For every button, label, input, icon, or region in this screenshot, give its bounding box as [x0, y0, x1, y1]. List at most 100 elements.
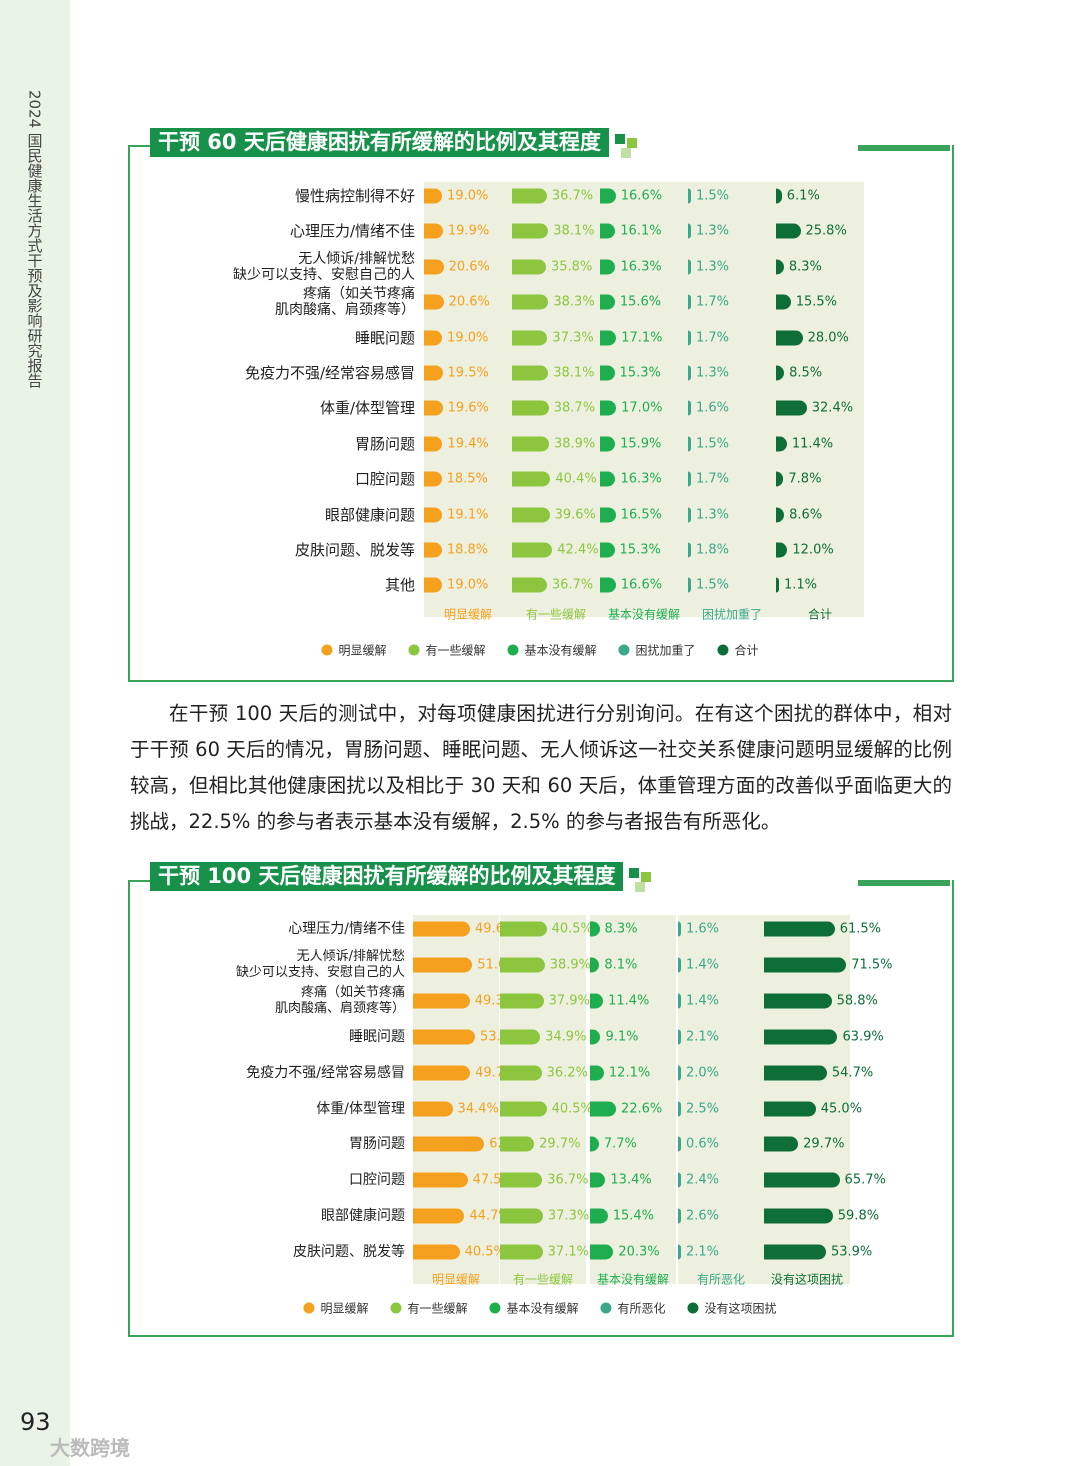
bar	[424, 507, 443, 523]
column-band	[678, 915, 764, 1285]
bar	[776, 188, 782, 204]
bar	[776, 223, 801, 239]
value-label: 19.5%	[447, 365, 489, 381]
bar	[678, 993, 681, 1009]
value-label: 71.5%	[851, 957, 893, 973]
value-label: 37.3%	[547, 1208, 590, 1224]
value-label: 37.9%	[548, 993, 590, 1009]
bar	[600, 436, 616, 452]
legend-item: 明显缓解	[321, 642, 386, 659]
bar	[678, 1172, 681, 1188]
value-label: 8.5%	[789, 365, 823, 381]
value-label: 34.4%	[457, 1101, 499, 1116]
value-label: 19.6%	[447, 400, 489, 416]
value-label: 58.8%	[836, 993, 878, 1009]
bar	[424, 542, 442, 558]
bar	[424, 223, 443, 239]
category-label: 皮肤问题、脱发等	[293, 1244, 405, 1261]
bar	[413, 1172, 468, 1188]
bar	[764, 921, 835, 937]
legend-item: 有一些缓解	[408, 642, 485, 659]
bar	[764, 1029, 838, 1045]
bar	[590, 957, 600, 973]
value-label: 53.9%	[830, 1244, 873, 1260]
value-label: 15.3%	[619, 365, 661, 381]
legend-label: 合计	[734, 643, 759, 658]
bar	[512, 436, 549, 452]
value-label: 19.1%	[447, 507, 489, 523]
category-label: 心理压力/情绪不佳	[289, 222, 415, 241]
legend-item: 没有这项困扰	[687, 1300, 777, 1317]
decor-square	[614, 134, 625, 144]
value-label: 38.3%	[553, 294, 595, 310]
value-label: 1.7%	[696, 294, 730, 310]
value-label: 17.1%	[621, 330, 663, 346]
value-label: 20.3%	[618, 1244, 660, 1260]
category-label: 疼痛（如关节疼痛 肌肉酸痛、肩颈疼等）	[274, 984, 405, 1016]
value-label: 36.7%	[547, 1172, 589, 1188]
category-label: 体重/体型管理	[316, 1100, 405, 1117]
decor-square	[629, 868, 640, 878]
bar	[512, 577, 547, 593]
bar	[688, 507, 691, 523]
bar	[512, 294, 549, 310]
bar	[424, 330, 443, 346]
bar	[776, 542, 788, 558]
value-label: 12.1%	[608, 1065, 651, 1081]
legend-swatch	[687, 1302, 699, 1314]
legend-label: 明显缓解	[320, 1301, 369, 1316]
legend-swatch	[408, 644, 420, 656]
value-label: 36.2%	[546, 1065, 588, 1081]
legend-label: 有所恶化	[617, 1301, 666, 1316]
bar	[776, 400, 807, 416]
category-label: 疼痛（如关节疼痛 肌肉酸痛、肩颈疼等）	[275, 286, 415, 319]
bar	[776, 365, 785, 381]
bar	[600, 577, 616, 593]
value-label: 18.5%	[446, 471, 488, 487]
legend-label: 有一些缓解	[407, 1301, 468, 1316]
bar	[512, 223, 549, 239]
value-label: 18.8%	[446, 542, 489, 558]
value-label: 1.3%	[696, 223, 730, 239]
bar	[776, 577, 779, 593]
bar	[688, 330, 691, 346]
bar	[512, 365, 549, 381]
column-band	[688, 182, 776, 618]
decor-square	[641, 872, 652, 882]
value-label: 13.4%	[610, 1172, 652, 1188]
legend-swatch	[507, 644, 519, 656]
bar	[424, 471, 442, 487]
bar	[500, 1136, 535, 1152]
column-header: 有所恶化	[696, 1272, 745, 1287]
bar	[424, 188, 443, 204]
value-label: 8.3%	[788, 259, 822, 275]
bar	[688, 577, 691, 593]
bar	[512, 400, 549, 416]
legend-swatch	[600, 1302, 612, 1314]
bar	[424, 400, 443, 416]
value-label: 45.0%	[820, 1101, 863, 1116]
bar	[500, 1101, 547, 1116]
column-header: 基本没有缓解	[596, 1272, 669, 1287]
value-label: 2.1%	[686, 1244, 720, 1260]
legend-swatch	[717, 644, 729, 656]
bar	[424, 294, 444, 310]
bar	[764, 957, 847, 973]
value-label: 1.3%	[696, 365, 730, 381]
value-label: 40.5%	[464, 1244, 506, 1260]
bar	[776, 259, 784, 275]
value-label: 59.8%	[837, 1208, 880, 1224]
bar	[688, 365, 691, 381]
frame-top	[858, 145, 950, 151]
value-label: 38.1%	[553, 223, 595, 239]
bar	[678, 1136, 681, 1152]
bar	[590, 1101, 616, 1116]
legend-swatch	[303, 1302, 315, 1314]
bar	[600, 259, 616, 275]
value-label: 16.6%	[620, 577, 663, 593]
chart-title: 干预 60 天后健康困扰有所缓解的比例及其程度	[150, 128, 609, 157]
column-band	[776, 182, 864, 618]
decor-square	[635, 882, 646, 892]
column-header: 基本没有缓解	[607, 607, 680, 622]
column-header: 有一些缓解	[512, 1272, 573, 1287]
